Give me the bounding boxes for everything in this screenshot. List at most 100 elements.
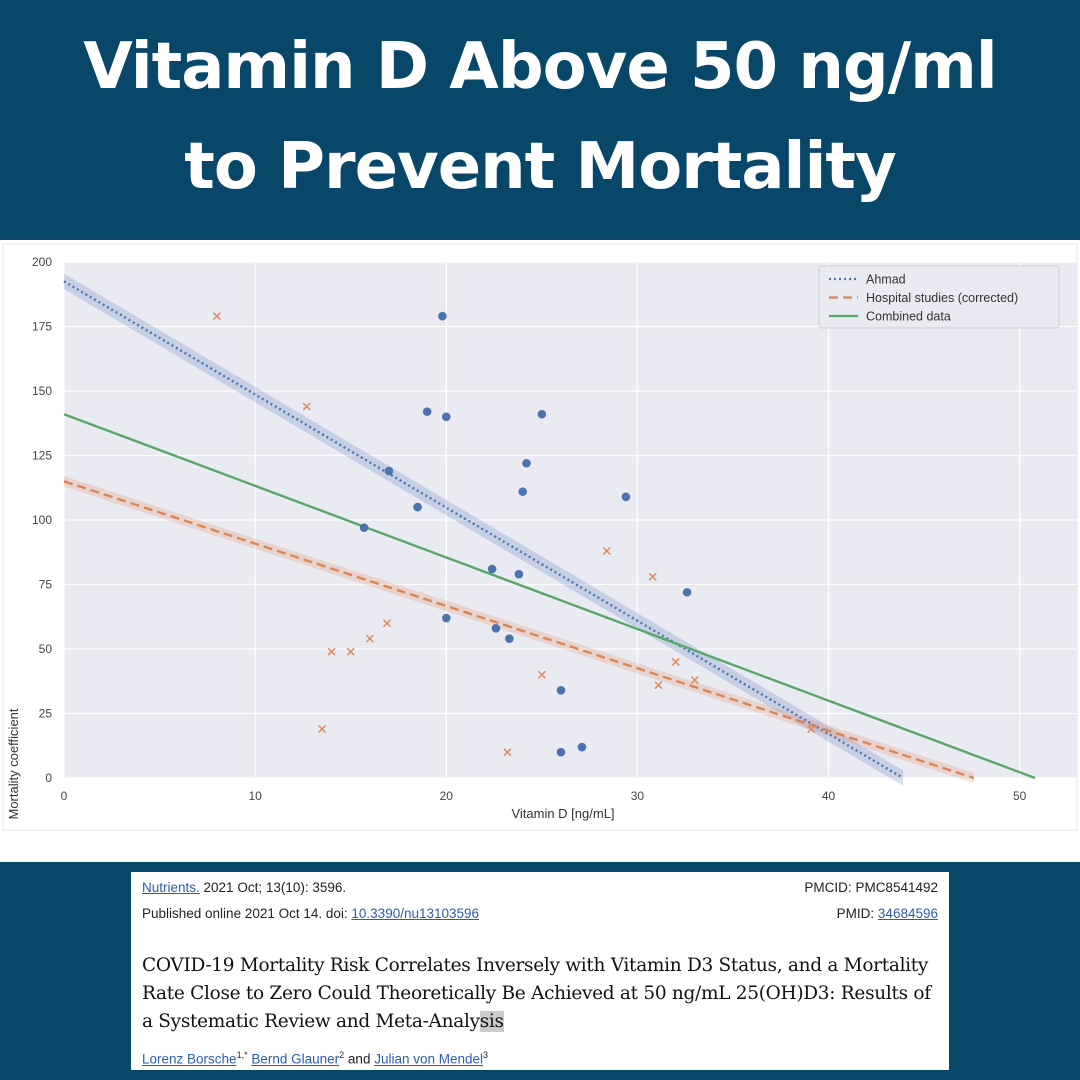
citation-row-journal: Nutrients. 2021 Oct; 13(10): 3596. PMCID…: [142, 880, 938, 895]
y-tick-label: 150: [32, 384, 52, 398]
chart-svg: 0 10 20 30 40 50 0 25 50 75 100 125 150 175 200 Vitami…: [2, 243, 1078, 831]
legend-items: Ahmad Hospital studies (corrected) Combine…: [829, 273, 1018, 324]
author-link[interactable]: Bernd Glauner: [251, 1051, 340, 1067]
data-point-circle: [422, 407, 432, 416]
page-title-line-1: Vitamin D Above 50 ng/ml: [83, 30, 997, 104]
y-tick-label: 0: [45, 771, 52, 785]
pmid: PMID: 34684596: [837, 906, 938, 921]
y-tick-label: 175: [32, 320, 52, 334]
paper-title-text: COVID-19 Mortality Risk Correlates Inver…: [142, 955, 931, 1032]
data-point-x: [327, 647, 336, 656]
y-tick-label: 200: [32, 255, 52, 269]
footer-banner: Nutrients. 2021 Oct; 13(10): 3596. PMCID…: [0, 862, 1080, 1080]
y-tick-label: 50: [39, 642, 53, 656]
data-point-circle: [537, 409, 547, 419]
page-title-line-2: to Prevent Mortality: [184, 130, 896, 204]
x-tick-label: 0: [61, 789, 68, 803]
data-points: [212, 311, 816, 757]
pmid-label: PMID:: [836, 906, 878, 921]
y-tick-label: 125: [32, 449, 52, 463]
data-point-circle: [577, 742, 587, 752]
author-affiliation: 2: [339, 1050, 345, 1060]
header-banner: Vitamin D Above 50 ng/ml to Prevent Mort…: [0, 0, 1080, 240]
data-point-x: [690, 675, 699, 684]
journal-link[interactable]: Nutrients.: [142, 880, 200, 895]
author-separator: and: [344, 1051, 375, 1067]
legend-label: Hospital studies (corrected): [866, 291, 1018, 305]
x-marker-stroke: [212, 312, 221, 321]
data-point-circle: [621, 492, 631, 502]
x-marker-stroke: [383, 619, 392, 628]
confidence-band: [64, 273, 904, 786]
x-marker-stroke: [654, 681, 663, 690]
x-marker-stroke: [648, 572, 657, 581]
grid: [63, 261, 1077, 779]
chart-legend: Ahmad Hospital studies (corrected) Combine…: [818, 265, 1060, 329]
data-point-circle: [682, 587, 692, 597]
author-affiliation: 1,*: [236, 1050, 248, 1060]
x-tick-label: 20: [440, 789, 454, 803]
data-point-x: [212, 312, 221, 321]
x-tick-label: 50: [1013, 789, 1027, 803]
paper-title-highlight: sis: [479, 1011, 504, 1032]
data-point-x: [503, 748, 512, 757]
data-point-circle: [441, 412, 451, 422]
data-point-x: [383, 619, 392, 628]
data-point-circle: [491, 624, 501, 633]
x-marker-stroke: [503, 748, 512, 757]
y-tick-label: 100: [32, 513, 52, 527]
data-point-x: [318, 724, 327, 733]
x-marker-stroke: [365, 634, 374, 643]
data-point-x: [654, 681, 663, 690]
data-point-x: [365, 634, 374, 643]
x-marker-stroke: [302, 402, 311, 411]
x-marker-stroke: [537, 670, 546, 679]
author-link[interactable]: Julian von Mendel: [374, 1051, 484, 1067]
x-marker-stroke: [318, 724, 327, 733]
data-point-x: [648, 572, 657, 581]
x-marker-stroke: [602, 546, 611, 555]
citation-row-published: Published online 2021 Oct 14. doi: 10.33…: [142, 906, 938, 921]
data-point-x: [602, 546, 611, 555]
author-link[interactable]: Lorenz Borsche: [142, 1051, 237, 1067]
x-tick-label: 30: [631, 789, 645, 803]
x-tick-label: 40: [822, 789, 836, 803]
data-point-x: [807, 724, 816, 733]
pmcid-label: PMCID:: [804, 880, 856, 895]
data-point-circle: [518, 487, 528, 496]
data-point-circle: [384, 466, 394, 476]
pmcid-value: PMC8541492: [855, 880, 938, 895]
regression-line: [63, 413, 1036, 780]
journal-info: 2021 Oct; 13(10): 3596.: [199, 880, 347, 895]
data-point-x: [346, 647, 355, 656]
paper-title: COVID-19 Mortality Risk Correlates Inver…: [142, 952, 942, 1036]
x-tick-label: 10: [248, 789, 262, 803]
regression-line: [63, 480, 975, 780]
data-point-x: [537, 670, 546, 679]
citation-card: Nutrients. 2021 Oct; 13(10): 3596. PMCID…: [131, 872, 949, 1070]
axis-ticks: 0 10 20 30 40 50 0 25 50 75 100 125 150 175 200: [32, 255, 1027, 803]
data-point-circle: [556, 685, 566, 695]
x-axis-label: Vitamin D [ng/mL]: [511, 806, 614, 821]
data-point-x: [302, 402, 311, 411]
data-point-x: [671, 657, 680, 666]
data-point-circle: [359, 523, 369, 533]
legend-label: Ahmad: [866, 273, 906, 287]
data-point-circle: [438, 311, 447, 321]
author-list: Lorenz Borsche1,* Bernd Glauner2 and Jul…: [142, 1050, 938, 1067]
data-point-circle: [441, 613, 451, 623]
legend-box: [818, 265, 1060, 329]
y-tick-label: 75: [39, 578, 53, 592]
data-point-circle: [505, 634, 514, 643]
data-point-circle: [522, 458, 531, 468]
published-prefix: Published online 2021 Oct 14. doi:: [142, 906, 352, 921]
x-marker-stroke: [807, 724, 816, 733]
y-tick-label: 25: [39, 707, 53, 721]
data-point-circle: [413, 502, 422, 512]
data-point-circle: [514, 569, 524, 579]
pmid-link[interactable]: 34684596: [877, 906, 938, 921]
doi-link[interactable]: 10.3390/nu13103596: [351, 906, 480, 921]
chart-area: 0 10 20 30 40 50 0 25 50 75 100 125 150 175 200 Vitami…: [0, 240, 1080, 860]
y-axis-label: Mortality coefficient: [6, 708, 21, 819]
pmcid: PMCID: PMC8541492: [804, 880, 938, 895]
